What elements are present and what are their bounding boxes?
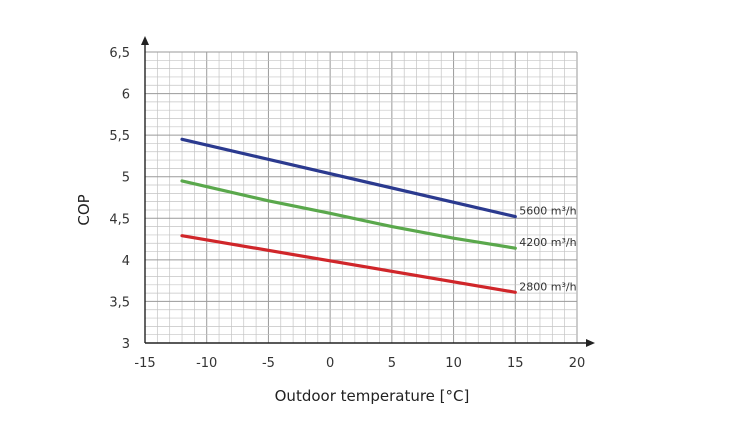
y-tick-label: 6 bbox=[122, 88, 130, 103]
x-tick-label: 10 bbox=[445, 356, 462, 371]
axes bbox=[141, 36, 595, 347]
series-labels: 5600 m³/h 4200 m³/h 2800 m³/h bbox=[519, 205, 576, 294]
tick-labels: -15 -10 -5 0 5 10 15 20 3 3,5 4 4,5 5 5,5 6 6,5 bbox=[109, 46, 585, 371]
x-tick-label: -10 bbox=[196, 356, 217, 371]
x-tick-label: 15 bbox=[507, 356, 524, 371]
y-axis-title: COP bbox=[75, 194, 93, 225]
series-label: 2800 m³/h bbox=[519, 280, 576, 293]
series-lines bbox=[180, 137, 517, 294]
x-tick-label: 5 bbox=[388, 356, 396, 371]
x-tick-label: -15 bbox=[134, 356, 155, 371]
y-tick-label: 5 bbox=[122, 171, 130, 186]
series-label: 4200 m³/h bbox=[519, 236, 576, 249]
series-line bbox=[180, 179, 517, 250]
x-axis-arrow bbox=[586, 339, 595, 347]
series-line bbox=[180, 234, 517, 294]
x-tick-label: 0 bbox=[326, 356, 334, 371]
x-axis-title: Outdoor temperature [°C] bbox=[275, 387, 470, 405]
series-line bbox=[180, 137, 517, 219]
x-tick-label: 20 bbox=[569, 356, 586, 371]
series-label: 5600 m³/h bbox=[519, 205, 576, 218]
y-axis-arrow bbox=[141, 36, 149, 45]
y-tick-label: 5,5 bbox=[109, 129, 130, 144]
x-tick-label: -5 bbox=[262, 356, 275, 371]
grid bbox=[144, 51, 578, 344]
y-tick-label: 3,5 bbox=[109, 295, 130, 310]
y-tick-label: 4 bbox=[122, 254, 130, 269]
y-tick-label: 4,5 bbox=[109, 212, 130, 227]
y-tick-label: 6,5 bbox=[109, 46, 130, 61]
y-tick-label: 3 bbox=[122, 337, 130, 352]
